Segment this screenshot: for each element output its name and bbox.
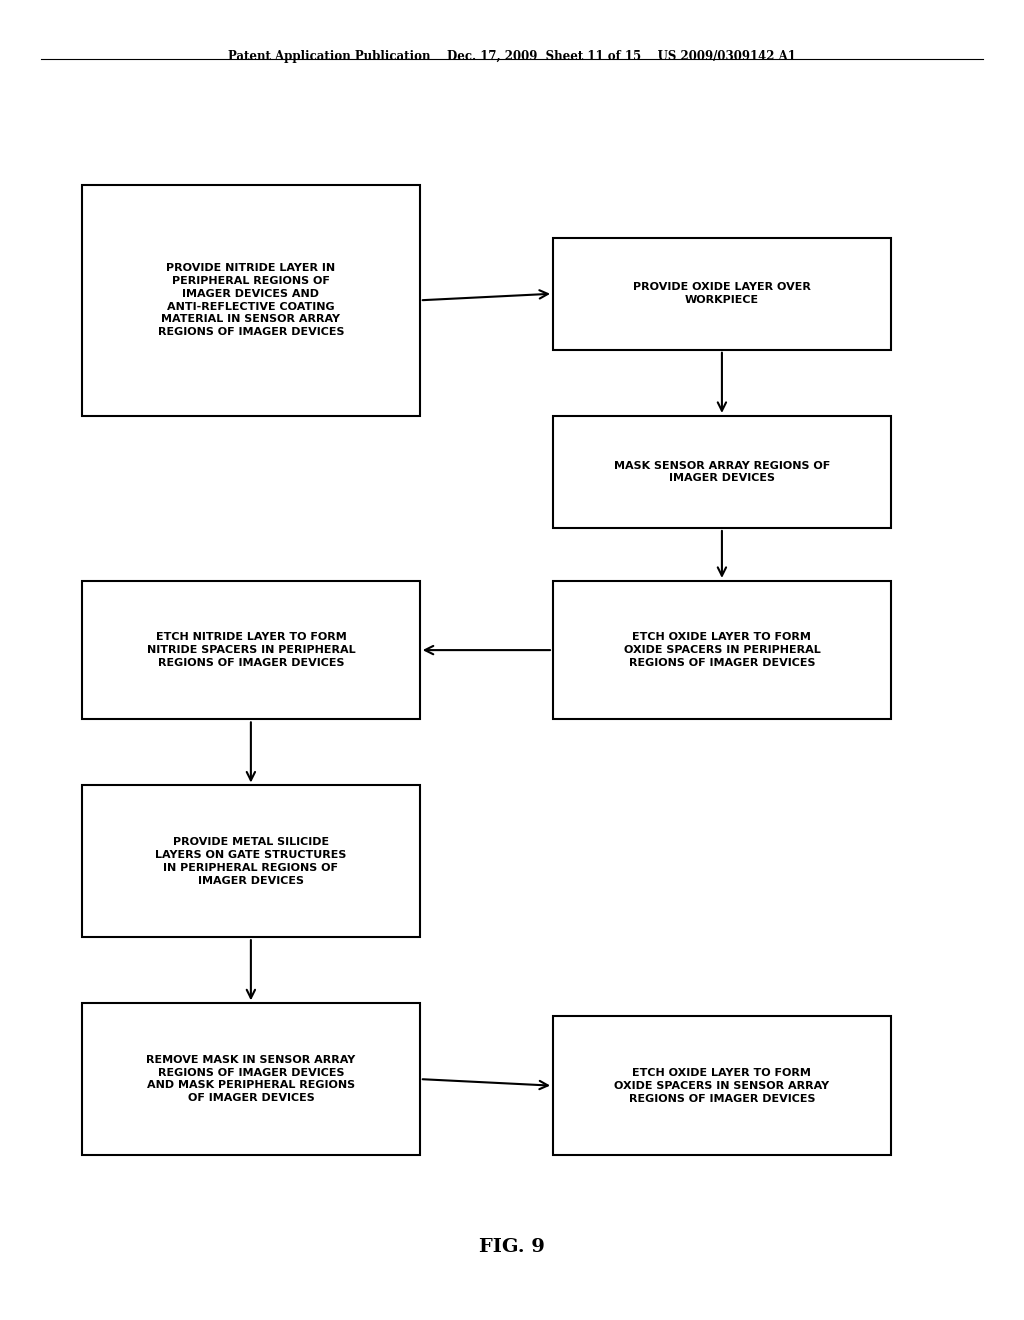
Text: FIG. 9: FIG. 9 xyxy=(479,1238,545,1257)
Text: PROVIDE NITRIDE LAYER IN
PERIPHERAL REGIONS OF
IMAGER DEVICES AND
ANTI-REFLECTIV: PROVIDE NITRIDE LAYER IN PERIPHERAL REGI… xyxy=(158,263,344,338)
FancyBboxPatch shape xyxy=(82,785,420,937)
Text: MASK SENSOR ARRAY REGIONS OF
IMAGER DEVICES: MASK SENSOR ARRAY REGIONS OF IMAGER DEVI… xyxy=(613,461,830,483)
Text: REMOVE MASK IN SENSOR ARRAY
REGIONS OF IMAGER DEVICES
AND MASK PERIPHERAL REGION: REMOVE MASK IN SENSOR ARRAY REGIONS OF I… xyxy=(146,1055,355,1104)
Text: ETCH OXIDE LAYER TO FORM
OXIDE SPACERS IN PERIPHERAL
REGIONS OF IMAGER DEVICES: ETCH OXIDE LAYER TO FORM OXIDE SPACERS I… xyxy=(624,632,820,668)
FancyBboxPatch shape xyxy=(82,1003,420,1155)
FancyBboxPatch shape xyxy=(82,185,420,416)
FancyBboxPatch shape xyxy=(553,416,891,528)
Text: PROVIDE METAL SILICIDE
LAYERS ON GATE STRUCTURES
IN PERIPHERAL REGIONS OF
IMAGER: PROVIDE METAL SILICIDE LAYERS ON GATE ST… xyxy=(156,837,346,886)
Text: ETCH OXIDE LAYER TO FORM
OXIDE SPACERS IN SENSOR ARRAY
REGIONS OF IMAGER DEVICES: ETCH OXIDE LAYER TO FORM OXIDE SPACERS I… xyxy=(614,1068,829,1104)
Text: ETCH NITRIDE LAYER TO FORM
NITRIDE SPACERS IN PERIPHERAL
REGIONS OF IMAGER DEVIC: ETCH NITRIDE LAYER TO FORM NITRIDE SPACE… xyxy=(146,632,355,668)
FancyBboxPatch shape xyxy=(553,581,891,719)
Text: PROVIDE OXIDE LAYER OVER
WORKPIECE: PROVIDE OXIDE LAYER OVER WORKPIECE xyxy=(633,282,811,305)
FancyBboxPatch shape xyxy=(553,238,891,350)
FancyBboxPatch shape xyxy=(82,581,420,719)
Text: Patent Application Publication    Dec. 17, 2009  Sheet 11 of 15    US 2009/03091: Patent Application Publication Dec. 17, … xyxy=(228,50,796,63)
FancyBboxPatch shape xyxy=(553,1016,891,1155)
